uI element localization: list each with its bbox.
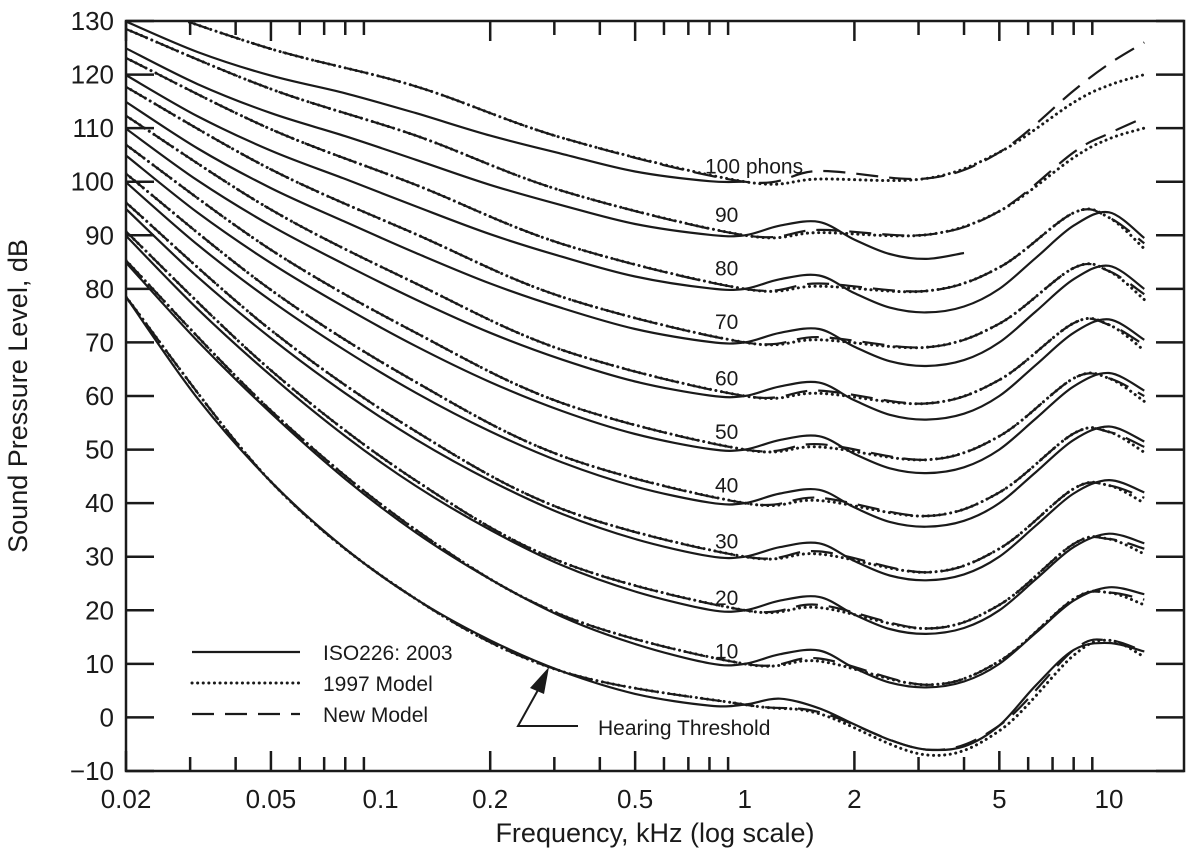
iso226-90-phon-line	[126, 47, 965, 261]
new-model-30-phon-line	[126, 201, 1145, 574]
y-tick-label: −10	[70, 756, 114, 786]
iso226-20-phon-line	[126, 235, 1145, 636]
new-model-0-phon-line	[126, 296, 1145, 751]
phon-label: 60	[715, 367, 738, 390]
hearing-threshold-label: Hearing Threshold	[598, 717, 770, 740]
phon-label: 10	[715, 640, 738, 663]
phon-label: 100 phons	[705, 156, 803, 179]
model-1997-80-phon-line	[126, 56, 1146, 294]
y-tick-label: 30	[85, 542, 114, 572]
legend-label: New Model	[323, 704, 428, 727]
y-tick-label: 70	[85, 327, 114, 357]
x-tick-label: 10	[1095, 784, 1124, 814]
new-model-90-phon-line	[126, 27, 1145, 239]
iso226-70-phon-line	[126, 100, 1145, 368]
new-model-100-phon-line	[182, 21, 1145, 184]
model-1997-20-phon-line	[126, 230, 1146, 631]
phon-label: 70	[715, 311, 738, 334]
phon-label: 40	[715, 474, 738, 497]
model-1997-70-phon-line	[126, 85, 1146, 350]
x-tick-label: 0.02	[101, 784, 152, 814]
x-tick-label: 0.5	[617, 784, 653, 814]
y-tick-label: 100	[71, 167, 114, 197]
y-tick-label: 10	[85, 649, 114, 679]
y-tick-label: 80	[85, 274, 114, 304]
model-1997-100-phon-line	[181, 21, 1146, 186]
y-axis-label: Sound Pressure Level, dB	[3, 239, 33, 553]
phon-label: 80	[715, 257, 738, 280]
arrow-head-icon	[530, 667, 549, 694]
y-tick-label: 110	[73, 113, 114, 143]
y-tick-label: 60	[85, 381, 114, 411]
legend: ISO226: 2003 1997 Model New Model	[190, 642, 453, 727]
iso226-30-phon-line	[126, 208, 1145, 582]
model-1997-10-phon-line	[126, 259, 1146, 687]
iso226-40-phon-line	[126, 181, 1145, 528]
series-layer	[126, 21, 1146, 757]
iso226-60-phon-line	[126, 127, 1145, 421]
y-tick-label: 0	[100, 702, 114, 732]
iso226-10-phon-line	[126, 261, 1145, 689]
new-model-50-phon-line	[126, 143, 1145, 461]
annotations: 100 phons 90 80 70 60 50 40 30 20 10 Hearing Thres…	[516, 156, 803, 740]
legend-label: ISO226: 2003	[323, 642, 453, 665]
model-1997-30-phon-line	[126, 201, 1146, 574]
x-tick-label: 5	[992, 784, 1006, 814]
x-tick-label: 2	[847, 784, 861, 814]
y-tick-label: 120	[71, 60, 114, 90]
legend-label: 1997 Model	[323, 673, 433, 696]
new-model-60-phon-line	[126, 114, 1145, 405]
phon-label: 20	[715, 587, 738, 610]
y-tick-label: 130	[71, 6, 114, 36]
new-model-40-phon-line	[126, 172, 1145, 518]
iso226-100-phon-line	[126, 21, 745, 184]
y-tick-label: 90	[85, 220, 114, 250]
model-1997-0-phon-line	[126, 295, 1146, 757]
x-tick-label: 1	[738, 784, 752, 814]
x-tick-label: 0.2	[472, 784, 508, 814]
phon-label: 90	[715, 204, 738, 227]
threshold-pointer-line	[516, 689, 578, 727]
new-model-80-phon-line	[126, 57, 1145, 293]
new-model-20-phon-line	[126, 230, 1145, 630]
y-tick-label: 50	[85, 435, 114, 465]
iso226-80-phon-line	[126, 74, 1145, 314]
x-tick-label: 0.05	[246, 784, 297, 814]
y-tick-label: 20	[85, 595, 114, 625]
x-tick-label: 0.1	[362, 784, 398, 814]
new-model-10-phon-line	[126, 259, 1145, 686]
phon-label: 50	[715, 421, 738, 444]
y-tick-label: 40	[85, 488, 114, 518]
x-axis-label: Frequency, kHz (log scale)	[495, 818, 814, 848]
iso226-0-phon-line	[126, 296, 1145, 752]
phon-label: 30	[715, 531, 738, 554]
new-model-70-phon-line	[126, 85, 1145, 349]
iso226-50-phon-line	[126, 154, 1145, 475]
